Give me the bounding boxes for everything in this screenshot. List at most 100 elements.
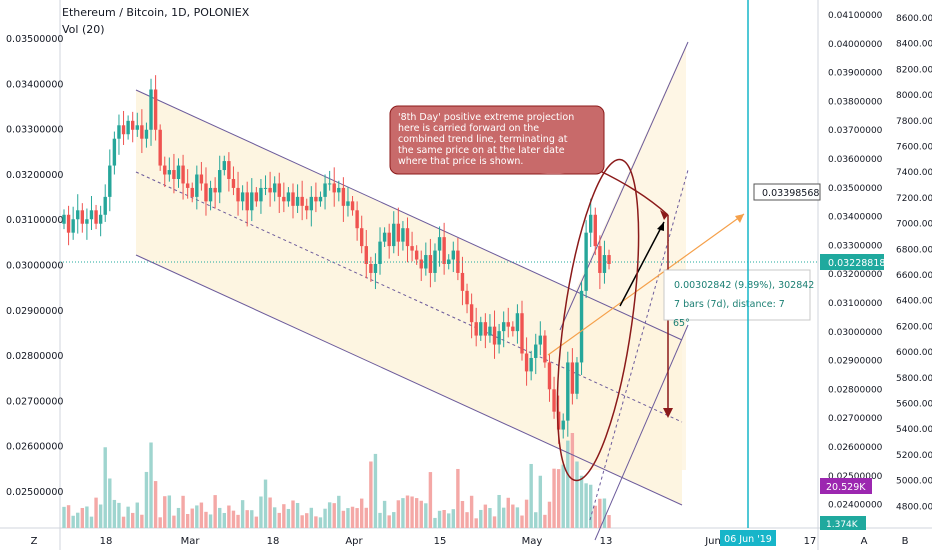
- candle-body: [497, 331, 501, 345]
- right-axis-usd-tick: 5600.00: [896, 400, 932, 410]
- volume-bar: [382, 500, 387, 528]
- right-axis-price-tick: 0.04100000: [828, 11, 883, 21]
- right-axis-usd-tick: 7000.00: [896, 220, 932, 230]
- volume-bar: [589, 484, 593, 528]
- candle-body: [360, 228, 364, 247]
- candle-body: [396, 223, 401, 242]
- volume-bar: [552, 468, 556, 528]
- callout-text-line: here is carried forward on the: [398, 123, 539, 134]
- volume-bar: [515, 507, 520, 528]
- candle-body: [593, 214, 597, 247]
- x-axis-tick: Mar: [181, 536, 201, 547]
- volume-bar: [410, 496, 414, 528]
- candle-body: [373, 264, 378, 273]
- candle-body: [85, 219, 89, 224]
- candle-body: [272, 183, 277, 193]
- candle-body: [575, 362, 579, 394]
- volume-bar: [465, 512, 469, 528]
- candle-body: [566, 362, 570, 421]
- volume-bar: [126, 506, 130, 528]
- volume-bar: [112, 499, 117, 528]
- volume-bar: [144, 471, 149, 528]
- candle-body: [295, 196, 300, 206]
- volume-bar: [524, 499, 529, 528]
- volume-bar: [414, 498, 419, 528]
- volume-bar: [245, 510, 249, 528]
- candle-body: [327, 183, 332, 185]
- candle-body: [479, 322, 483, 336]
- candle-body: [103, 196, 107, 215]
- candle-body: [524, 353, 529, 372]
- volume-bar: [204, 511, 208, 528]
- left-axis-tick: 0.03400000: [6, 79, 63, 90]
- x-axis-tick: 13: [600, 536, 613, 547]
- volume-bar: [566, 440, 570, 528]
- candle-body: [442, 237, 446, 264]
- highlight-ellipse: [556, 158, 640, 482]
- volume-bar: [337, 495, 341, 528]
- candle-body: [204, 183, 208, 202]
- right-axis-price-tick: 0.03600000: [828, 155, 883, 165]
- volume-bar: [428, 472, 433, 528]
- x-axis-tick: 18: [100, 536, 113, 547]
- right-axis-usd-tick: 4800.00: [896, 502, 932, 512]
- candle-body: [263, 187, 268, 189]
- right-axis-usd-tick: 5800.00: [896, 374, 932, 384]
- volume-bar: [250, 510, 254, 528]
- candle-body: [76, 210, 80, 220]
- volume-bar: [369, 461, 373, 528]
- candle-body: [538, 335, 543, 345]
- volume-bar: [85, 506, 89, 528]
- candle-body: [602, 255, 607, 273]
- measure-arrowhead: [657, 222, 664, 231]
- x-axis-tick: 18: [267, 536, 280, 547]
- volume-bar: [167, 495, 172, 528]
- right-axis-price-tick: 0.02900000: [828, 357, 883, 367]
- candle-body: [208, 187, 213, 202]
- date-marker-label: 06 Jun '19: [724, 534, 772, 545]
- right-axis-usd-tick: 5400.00: [896, 425, 932, 435]
- candle-body: [337, 187, 341, 193]
- candle-body: [282, 196, 286, 202]
- candle-body: [607, 255, 611, 264]
- candle-body: [570, 362, 575, 394]
- left-axis-tick: 0.02600000: [6, 442, 63, 453]
- volume-bar: [501, 507, 506, 528]
- volume-bar: [314, 516, 318, 528]
- volume-bar: [469, 495, 474, 528]
- candle-body: [474, 322, 478, 336]
- candle-body: [401, 228, 405, 242]
- volume-value-label: 20.529K: [826, 482, 866, 493]
- right-axis-usd-tick: 8600.00: [896, 14, 932, 24]
- volume-bar: [98, 504, 103, 528]
- candle-body: [108, 165, 112, 197]
- volume-bar: [488, 508, 492, 528]
- candle-body: [158, 129, 162, 166]
- volume-bar: [396, 500, 401, 528]
- volume-bar: [405, 495, 410, 528]
- volume-bar: [135, 502, 139, 528]
- candle-body: [547, 362, 552, 390]
- candle-body: [378, 241, 382, 264]
- projection-arrowhead: [663, 408, 673, 418]
- volume-bar: [76, 512, 80, 528]
- candle-body: [213, 187, 217, 193]
- volume-bar: [259, 496, 263, 528]
- right-axis-usd-tick: 7200.00: [896, 194, 932, 204]
- volume-bar: [277, 512, 281, 528]
- volume-bar: [158, 517, 162, 528]
- volume-bar: [282, 504, 286, 528]
- volume-bar: [218, 507, 222, 528]
- volume-bar: [291, 500, 295, 528]
- right-axis-price-tick: 0.02500000: [828, 472, 883, 482]
- volume-bar: [153, 481, 158, 528]
- volume-small-badge: [820, 516, 866, 530]
- right-axis-price-tick: 0.03000000: [828, 328, 883, 338]
- candle-body: [300, 196, 304, 206]
- volume-bar: [378, 512, 382, 528]
- candle-body: [153, 89, 158, 130]
- volume-bar: [392, 512, 396, 528]
- fan-lower-line: [594, 324, 689, 541]
- candle-body: [511, 326, 515, 332]
